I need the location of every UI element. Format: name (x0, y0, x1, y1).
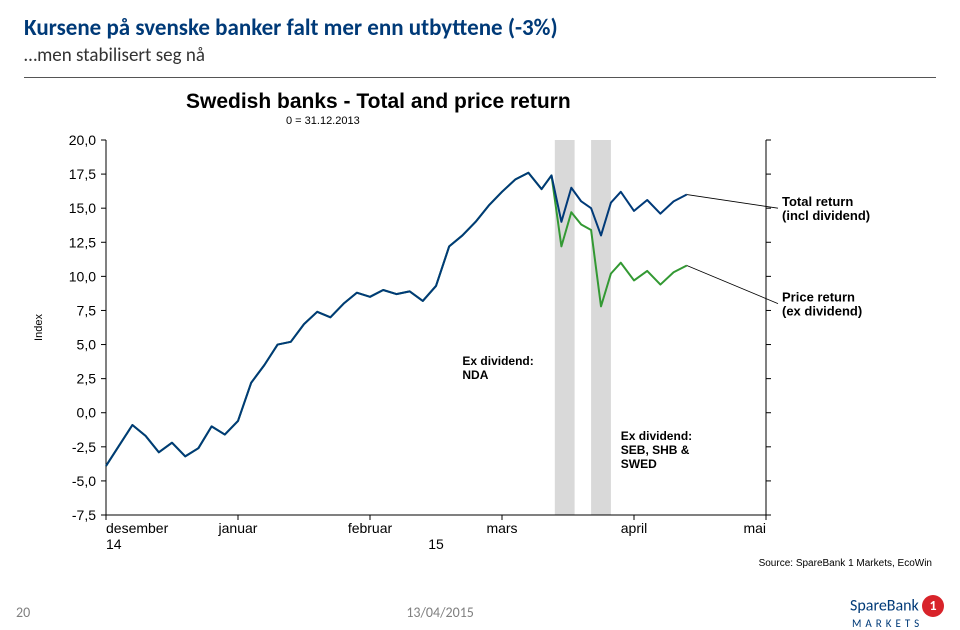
svg-text:januar: januar (218, 520, 258, 536)
svg-text:Price return: Price return (782, 290, 855, 305)
svg-text:-5,0: -5,0 (72, 473, 96, 489)
svg-text:Ex dividend:: Ex dividend: (462, 354, 533, 368)
svg-text:SEB, SHB &: SEB, SHB & (621, 443, 690, 457)
page-number: 20 (16, 604, 30, 621)
svg-text:20,0: 20,0 (69, 132, 96, 148)
svg-text:(incl dividend): (incl dividend) (782, 208, 870, 223)
brand-sub: MARKETS (852, 617, 944, 630)
svg-text:SWED: SWED (621, 457, 657, 471)
svg-text:februar: februar (348, 520, 393, 536)
svg-text:mars: mars (486, 520, 517, 536)
footer-date: 13/04/2015 (30, 604, 850, 621)
svg-text:Source: SpareBank 1 Markets, E: Source: SpareBank 1 Markets, EcoWin (759, 558, 932, 569)
svg-text:10,0: 10,0 (69, 268, 96, 284)
svg-text:NDA: NDA (462, 368, 488, 382)
brand-badge-icon: 1 (922, 595, 944, 617)
svg-text:17,5: 17,5 (69, 166, 96, 182)
svg-text:Swedish banks - Total and pric: Swedish banks - Total and price return (186, 90, 571, 113)
svg-text:7,5: 7,5 (77, 302, 97, 318)
header-divider (24, 77, 936, 78)
svg-text:Index: Index (33, 314, 45, 341)
svg-text:-2,5: -2,5 (72, 439, 96, 455)
svg-text:14: 14 (106, 536, 122, 552)
svg-text:april: april (621, 520, 647, 536)
footer: 20 13/04/2015 SpareBank 1 MARKETS (0, 597, 960, 627)
svg-text:Total return: Total return (782, 194, 853, 209)
svg-text:0,0: 0,0 (77, 405, 97, 421)
svg-text:desember: desember (106, 520, 169, 536)
svg-text:0 = 31.12.2013: 0 = 31.12.2013 (286, 115, 360, 127)
page-subtitle: …men stabilisert seg nå (24, 44, 936, 67)
svg-text:(ex dividend): (ex dividend) (782, 304, 862, 319)
svg-text:mai: mai (743, 520, 766, 536)
svg-text:15: 15 (428, 536, 444, 552)
svg-text:-7,5: -7,5 (72, 507, 96, 523)
svg-text:5,0: 5,0 (77, 337, 97, 353)
line-chart: 20,0 17,5 15,0 12,5 10,0 7,5 5,0 2,5 0,0 -2,5 -5,0… (24, 90, 936, 570)
chart-container: 20,0 17,5 15,0 12,5 10,0 7,5 5,0 2,5 0,0 -2,5 -5,0… (24, 90, 936, 570)
brand-name: SpareBank (850, 596, 919, 615)
svg-text:2,5: 2,5 (77, 371, 97, 387)
svg-text:15,0: 15,0 (69, 200, 96, 216)
svg-text:12,5: 12,5 (69, 234, 96, 250)
svg-text:Ex dividend:: Ex dividend: (621, 429, 692, 443)
page-title: Kursene på svenske banker falt mer enn u… (24, 14, 936, 42)
